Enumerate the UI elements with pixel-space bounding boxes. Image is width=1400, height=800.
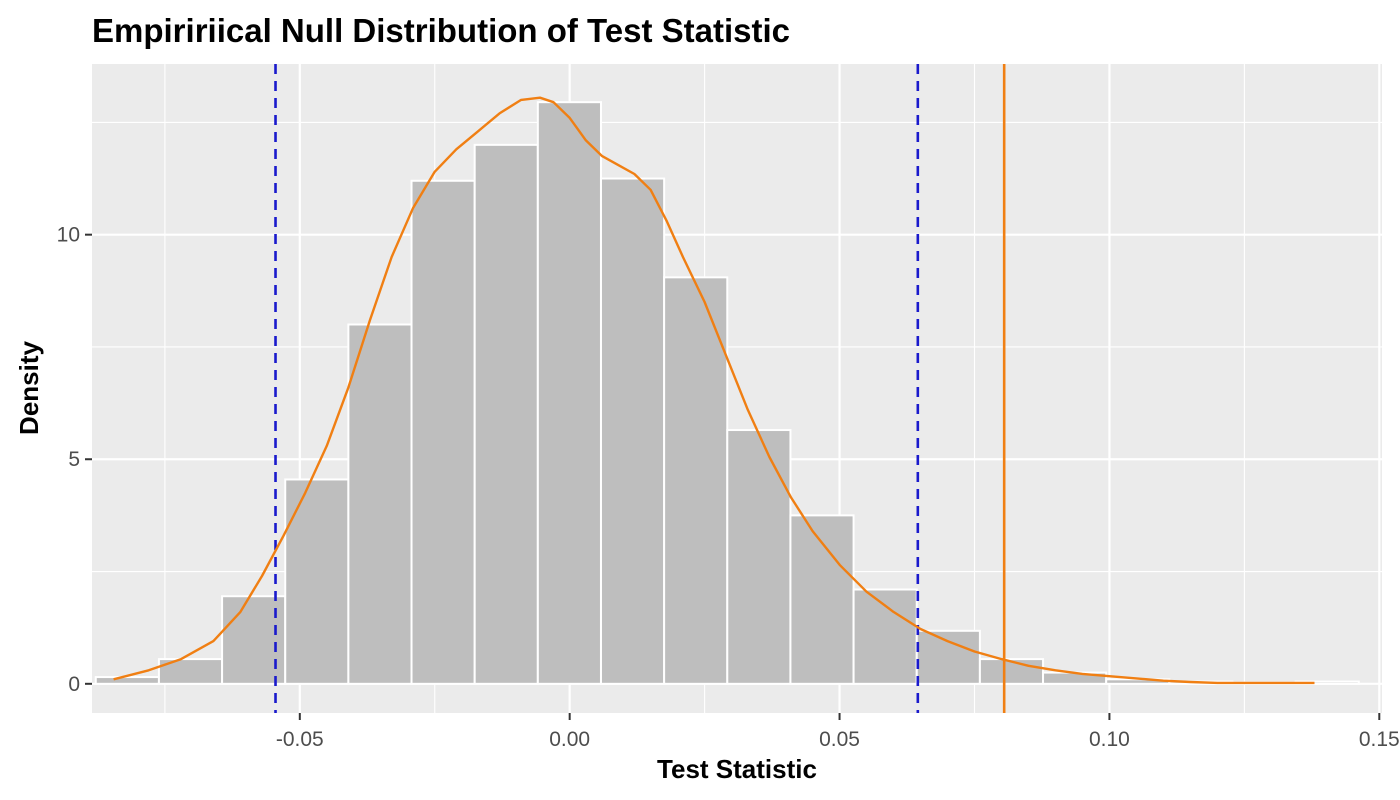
histogram-bar	[978, 658, 1045, 685]
x-tick-label: 0.00	[549, 728, 590, 751]
x-tick-label: 0.05	[819, 728, 860, 751]
density-curve	[113, 96, 1315, 685]
histogram-bar	[915, 629, 981, 685]
x-tick-label: -0.05	[276, 728, 324, 751]
histogram-bar	[94, 676, 160, 685]
density-curve-layer	[113, 96, 1315, 685]
x-axis-ticks: -0.05 0.00 0.05 0.10 0.15	[276, 713, 1400, 751]
y-axis-title: Density	[14, 341, 44, 435]
y-axis-ticks: 0 5 10	[57, 224, 92, 696]
x-tick-label: 0.10	[1089, 728, 1130, 751]
histogram-bars	[94, 101, 1360, 685]
histogram-bar	[789, 514, 855, 685]
x-axis-title: Test Statistic	[657, 754, 817, 784]
histogram-bar	[852, 588, 918, 685]
histogram-bar	[473, 143, 539, 685]
y-tick-label: 10	[57, 224, 80, 247]
histogram-bar	[726, 429, 792, 685]
x-tick-label: 0.15	[1359, 728, 1400, 751]
histogram-bar	[410, 179, 476, 685]
histogram-bar	[536, 101, 602, 685]
histogram-bar	[284, 478, 350, 685]
y-tick-label: 0	[68, 673, 80, 696]
histogram-bar	[347, 323, 413, 685]
histogram-bar	[663, 276, 729, 685]
histogram-bar	[599, 177, 666, 685]
chart-title: Empiririical Null Distribution of Test S…	[92, 12, 790, 49]
y-tick-label: 5	[68, 448, 80, 471]
dashed-reference-lines	[274, 64, 920, 713]
